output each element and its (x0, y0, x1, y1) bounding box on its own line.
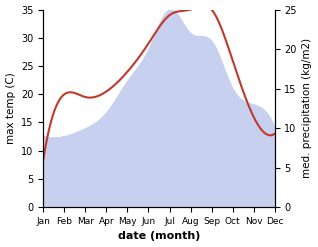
X-axis label: date (month): date (month) (118, 231, 200, 242)
Y-axis label: max temp (C): max temp (C) (5, 72, 16, 144)
Y-axis label: med. precipitation (kg/m2): med. precipitation (kg/m2) (302, 38, 313, 178)
